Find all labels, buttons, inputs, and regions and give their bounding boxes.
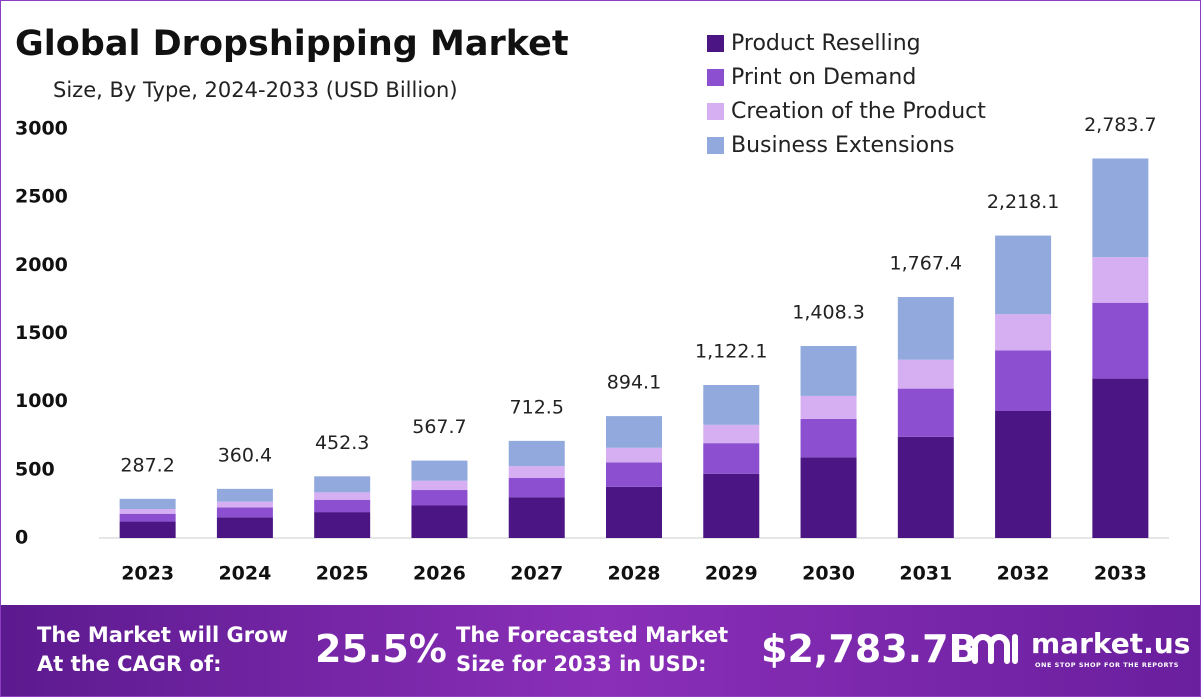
bar-segment: [800, 395, 857, 419]
chart-subtitle: Size, By Type, 2024-2033 (USD Billion): [53, 78, 458, 102]
x-tick-label: 2027: [510, 563, 563, 585]
y-tick-label: 500: [15, 458, 55, 480]
logo-icon: [972, 634, 1018, 664]
legend-swatch: [707, 69, 724, 86]
legend-swatch: [707, 137, 724, 154]
legend-label: Creation of the Product: [731, 99, 986, 124]
x-tick-label: 2026: [413, 563, 466, 585]
legend-swatch: [707, 35, 724, 52]
x-tick-label: 2030: [802, 563, 855, 585]
bar-segment: [314, 512, 371, 538]
bar-segment: [897, 359, 954, 389]
bar-segment: [216, 488, 273, 502]
bar-segment: [800, 418, 857, 458]
cagr-value: 25.5%: [315, 627, 447, 671]
tagline: ONE STOP SHOP FOR THE REPORTS: [1035, 661, 1179, 669]
forecast-text: The Forecasted Market Size for 2033 in US…: [456, 621, 728, 679]
bar-segment: [216, 501, 273, 508]
bar-segment: [995, 410, 1052, 538]
bar-segment: [508, 477, 565, 498]
bar-segment: [897, 297, 954, 360]
x-tick-label: 2033: [1094, 563, 1147, 585]
y-tick-label: 1500: [15, 322, 68, 344]
bar-segment: [314, 492, 371, 500]
bar-segment: [1092, 378, 1149, 538]
brand: market.us: [1031, 627, 1191, 660]
bar-segment: [411, 490, 468, 506]
bar-segment: [606, 416, 662, 448]
text-line: The Forecasted Market: [456, 623, 729, 647]
legend-label: Business Extensions: [731, 133, 954, 158]
y-tick-label: 3000: [15, 118, 68, 140]
x-tick-label: 2024: [218, 563, 271, 585]
total-label: 1,122.1: [695, 341, 768, 363]
bar-segment: [995, 235, 1052, 315]
total-label: 1,767.4: [890, 253, 963, 275]
total-label: 2,783.7: [1084, 114, 1157, 136]
total-label: 287.2: [120, 454, 174, 476]
chart: Global Dropshipping Market Size, By Type…: [15, 24, 1169, 585]
bar-segment: [995, 350, 1052, 411]
total-label: 1,408.3: [792, 302, 865, 324]
bar-segment: [703, 473, 760, 538]
cagr-text: The Market will Grow At the CAGR of:: [37, 621, 288, 679]
bar-segment: [119, 521, 176, 538]
bar-segment: [800, 346, 857, 396]
bar-segment: [897, 436, 954, 538]
total-label: 894.1: [607, 372, 661, 394]
footer: The Market will Grow At the CAGR of: 25.5…: [1, 605, 1200, 696]
x-tick-label: 2028: [608, 563, 661, 585]
x-tick-label: 2023: [121, 563, 174, 585]
bar-segment: [508, 440, 565, 467]
x-tick-label: 2032: [997, 563, 1050, 585]
bar-segment: [119, 509, 176, 514]
bar-segment: [1092, 302, 1149, 379]
bar-segment: [606, 486, 662, 538]
chart-title: Global Dropshipping Market: [15, 24, 569, 64]
total-label: 2,218.1: [987, 191, 1060, 213]
bar-segment: [119, 498, 176, 510]
bar-segment: [314, 499, 371, 513]
bar-segment: [216, 517, 273, 538]
legend-label: Print on Demand: [731, 65, 916, 90]
x-tick-label: 2029: [705, 563, 758, 585]
bar-segment: [995, 314, 1052, 351]
bar-segment: [800, 457, 857, 538]
text-line: At the CAGR of:: [37, 652, 222, 676]
bar-segment: [1092, 158, 1149, 258]
bar-segment: [508, 466, 565, 478]
legend-swatch: [707, 103, 724, 120]
bar-segment: [606, 462, 662, 487]
x-tick-label: 2025: [316, 563, 369, 585]
bar-segment: [703, 385, 760, 425]
bar-segment: [1092, 257, 1149, 303]
total-label: 452.3: [315, 432, 369, 454]
bar-segment: [703, 443, 760, 474]
x-tick-label: 2031: [899, 563, 952, 585]
bar-segment: [703, 424, 760, 444]
forecast-value: $2,783.7B: [761, 627, 978, 671]
bar-segment: [216, 507, 273, 518]
y-tick-label: 1000: [15, 390, 68, 412]
total-label: 360.4: [218, 444, 272, 466]
bar-segment: [606, 447, 662, 463]
text-line: Size for 2033 in USD:: [456, 652, 707, 676]
total-label: 567.7: [412, 416, 466, 438]
y-tick-label: 2000: [15, 254, 68, 276]
bar-segment: [314, 476, 371, 493]
y-tick-label: 2500: [15, 186, 68, 208]
bar-segment: [897, 388, 954, 437]
bar-segment: [411, 480, 468, 491]
legend-label: Product Reselling: [731, 31, 921, 56]
bar-segment: [508, 497, 565, 538]
bar-segment: [411, 460, 468, 481]
bar-segment: [119, 513, 176, 522]
y-tick-label: 0: [15, 527, 28, 549]
total-label: 712.5: [510, 396, 564, 418]
bar-segment: [411, 505, 468, 538]
text-line: The Market will Grow: [37, 623, 288, 647]
